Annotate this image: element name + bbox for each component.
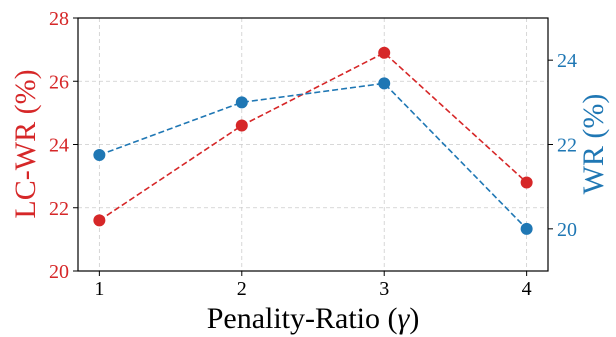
y-right-tick-label-24: 24 (557, 50, 577, 72)
x-tick-label-1: 1 (94, 278, 104, 300)
y-axis-left-title: LC-WR (%) (9, 69, 42, 218)
y-left-tick-label-26: 26 (49, 71, 69, 93)
grid (78, 17, 548, 272)
x-axis-title-suffix: ) (409, 302, 419, 335)
series-right-point-3 (378, 77, 391, 90)
series-layer (93, 46, 533, 235)
series-right-point-2 (235, 96, 248, 109)
series-left-point-1 (93, 214, 106, 227)
y-left-tick-label-28: 28 (49, 8, 69, 30)
x-axis-title: Penality-Ratio (γ) (207, 302, 420, 335)
series-right-point-4 (520, 222, 533, 235)
series-left-line (98, 51, 528, 222)
y-right-tick-label-22: 22 (557, 135, 577, 157)
series-right-point-1 (93, 149, 106, 162)
series-right-line (99, 82, 528, 230)
y-left-tick-label-20: 20 (49, 261, 69, 283)
series-left-point-3 (378, 46, 391, 59)
y-left-tick-label-24: 24 (49, 135, 69, 157)
x-axis-title-symbol: γ (397, 302, 410, 335)
x-tick-label-2: 2 (237, 278, 247, 300)
x-tick-label-3: 3 (379, 278, 389, 300)
x-tick-label-4: 4 (522, 278, 532, 300)
series-left-point-2 (235, 119, 248, 132)
y-axis-right-title: WR (%) (577, 94, 610, 195)
x-axis-title-text: Penality-Ratio ( (207, 302, 398, 335)
y-right-tick-label-20: 20 (557, 219, 577, 241)
ticks: 1 2 3 4 20 22 24 26 28 20 22 24 (49, 8, 577, 300)
series-left-point-4 (520, 176, 533, 189)
y-left-tick-label-22: 22 (49, 198, 69, 220)
